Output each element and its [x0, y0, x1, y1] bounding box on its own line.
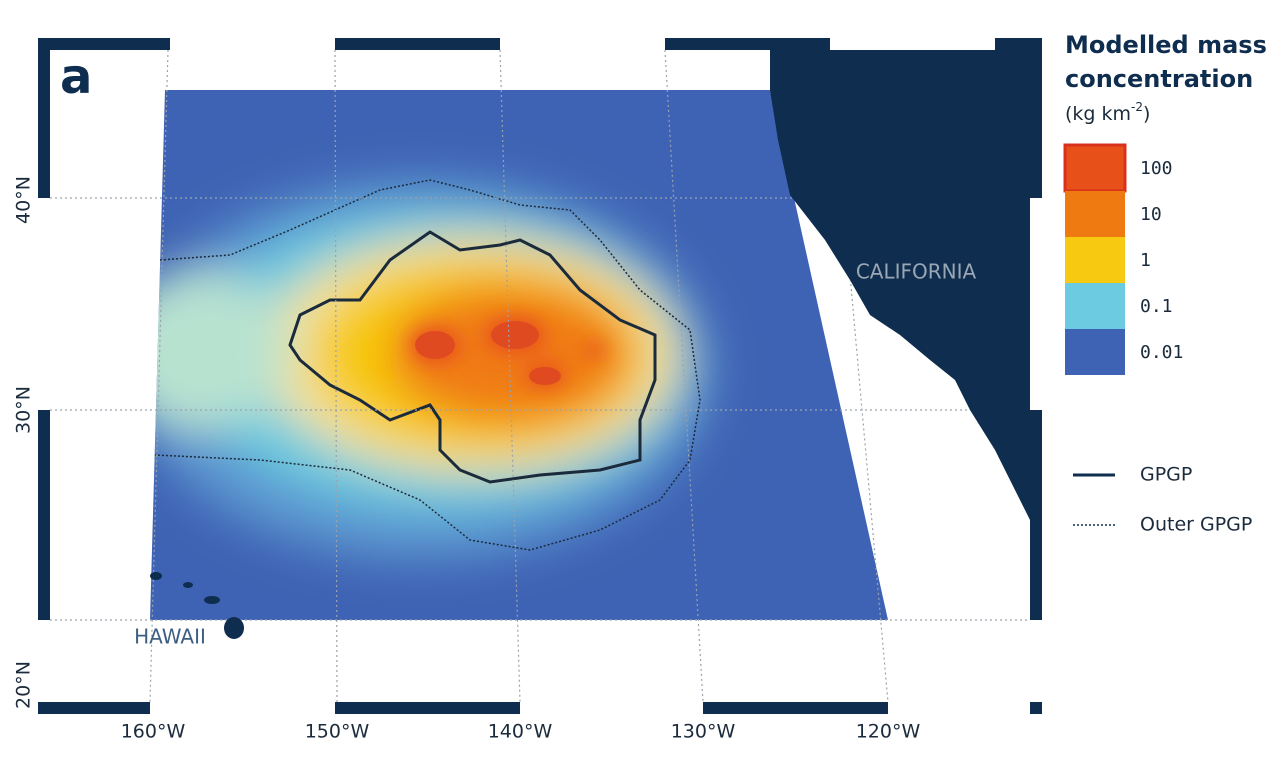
longitude-label: 120°W [856, 721, 921, 743]
legend-label: 0.1 [1140, 296, 1173, 317]
longitude-label: 150°W [305, 721, 370, 743]
legend-swatch [1065, 191, 1125, 237]
legend-swatch [1065, 283, 1125, 329]
panel-label: a [60, 49, 92, 105]
latitude-label: 30°N [13, 386, 35, 434]
concentration-field [150, 90, 888, 620]
legend-swatch [1065, 237, 1125, 283]
legend-label: 100 [1140, 158, 1173, 179]
legend-swatch [1065, 329, 1125, 375]
legend: 100 10 1 0.1 0.01 GPGP Outer GPGP [1063, 143, 1252, 536]
legend-swatch [1063, 143, 1127, 193]
axis-labels: 160°W 150°W 140°W 130°W 120°W 40°N 30°N 20°N [13, 176, 921, 742]
longitude-label: 140°W [488, 721, 553, 743]
legend-unit: (kg km-2) [1065, 100, 1150, 125]
place-label: HAWAII [134, 625, 206, 649]
legend-label: 1 [1140, 250, 1151, 271]
legend-label: 0.01 [1140, 342, 1183, 363]
gpgp-contour [288, 230, 657, 484]
california-land [770, 50, 1030, 520]
latitude-label: 20°N [13, 661, 35, 709]
longitude-label: 130°W [671, 721, 736, 743]
legend-title: Modelled mass concentration [1065, 31, 1267, 93]
hawaii-islands [150, 572, 244, 639]
latitude-label: 40°N [13, 176, 35, 224]
place-label: CALIFORNIA [856, 260, 977, 284]
frame-ticks [38, 38, 1042, 714]
legend-label: 10 [1140, 204, 1162, 225]
legend-line-label: Outer GPGP [1140, 514, 1252, 536]
longitude-label: 160°W [121, 721, 186, 743]
legend-line-label: GPGP [1140, 464, 1192, 486]
